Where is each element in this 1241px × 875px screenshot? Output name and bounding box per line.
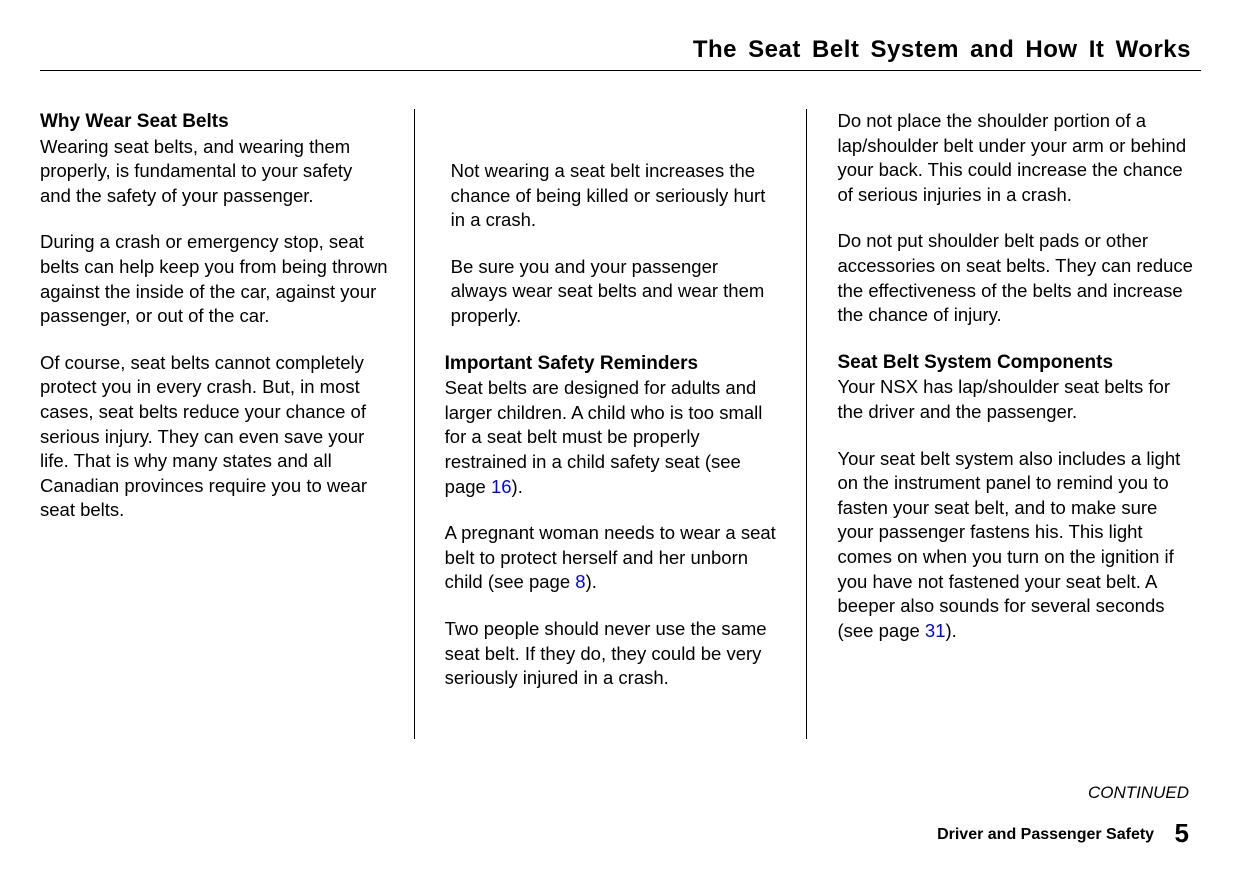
section-intro: Why Wear Seat Belts Wearing seat belts, … (40, 109, 388, 208)
column-2: Not wearing a seat belt increases the ch… (414, 109, 808, 739)
body-text: Do not put shoulder belt pads or other a… (837, 229, 1193, 327)
footer-section-name: Driver and Passenger Safety (937, 826, 1154, 843)
page-number: 5 (1175, 818, 1189, 848)
page-link-8[interactable]: 8 (575, 571, 585, 592)
body-text: Your seat belt system also includes a li… (837, 448, 1180, 641)
section-components: Seat Belt System Components Your NSX has… (837, 350, 1193, 425)
body-text: A pregnant woman needs to wear a seat be… (445, 521, 783, 595)
subhead-safety-reminders: Important Safety Reminders (445, 353, 698, 374)
title-bar: The Seat Belt System and How It Works (40, 36, 1201, 64)
body-text: ). (512, 476, 523, 497)
subhead-why-wear: Why Wear Seat Belts (40, 111, 229, 132)
body-text: Of course, seat belts cannot completely … (40, 351, 388, 523)
body-text: Wearing seat belts, and wearing them pro… (40, 136, 352, 206)
body-text: Do not place the shoulder portion of a l… (837, 109, 1193, 207)
column-3: Do not place the shoulder portion of a l… (807, 109, 1201, 739)
continued-label: CONTINUED (1088, 783, 1189, 803)
section-safety-reminders: Important Safety Reminders Seat belts ar… (445, 351, 783, 500)
page-title: The Seat Belt System and How It Works (40, 36, 1191, 64)
body-text: Two people should never use the same sea… (445, 617, 783, 691)
page-link-16[interactable]: 16 (491, 476, 512, 497)
body-text: Your seat belt system also includes a li… (837, 447, 1193, 644)
body-text: Be sure you and your passenger always we… (451, 255, 777, 329)
horizontal-rule (40, 70, 1201, 71)
body-text: Not wearing a seat belt increases the ch… (451, 159, 777, 233)
body-text: ). (586, 571, 597, 592)
body-text: ). (946, 620, 957, 641)
body-text: Your NSX has lap/shoulder seat belts for… (837, 376, 1170, 422)
body-text: A pregnant woman needs to wear a seat be… (445, 522, 776, 592)
content-columns: Why Wear Seat Belts Wearing seat belts, … (40, 109, 1201, 739)
page-link-31[interactable]: 31 (925, 620, 946, 641)
column-1: Why Wear Seat Belts Wearing seat belts, … (40, 109, 414, 739)
page-footer: Driver and Passenger Safety 5 (937, 818, 1189, 849)
manual-page: The Seat Belt System and How It Works Wh… (0, 0, 1241, 875)
subhead-components: Seat Belt System Components (837, 352, 1113, 373)
body-text: During a crash or emergency stop, seat b… (40, 230, 388, 328)
